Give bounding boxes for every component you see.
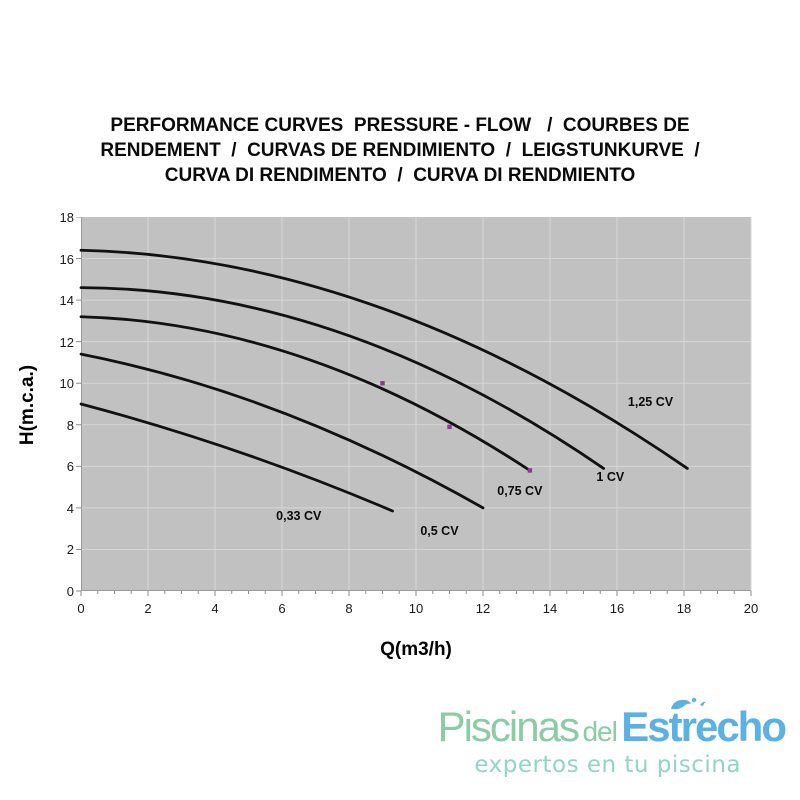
logo-text-del: del	[582, 716, 617, 747]
x-tick-label: 6	[278, 601, 286, 616]
operating-point-marker	[447, 424, 452, 430]
chart-canvas	[76, 217, 752, 596]
y-tick-label: 10	[59, 376, 74, 392]
x-tick-label: 4	[211, 601, 219, 616]
chart-title: PERFORMANCE CURVES PRESSURE - FLOW / COU…	[0, 113, 800, 188]
y-tick-label: 18	[59, 210, 74, 225]
chart-title-line-2: RENDEMENT / CURVAS DE RENDIMIENTO / LEIG…	[100, 140, 700, 161]
logo-text-estrecho: Estrecho	[621, 703, 787, 750]
pump-curve-1-25-CV	[79, 248, 689, 470]
x-tick-label: 14	[542, 601, 558, 616]
x-tick-label: 20	[743, 601, 759, 616]
y-axis-title: H(m.c.a.)	[17, 364, 38, 446]
x-tick-label: 18	[676, 601, 692, 616]
pump-curve-0-75-CV	[79, 315, 532, 472]
operating-point-marker	[527, 468, 533, 473]
operating-point-marker	[380, 381, 385, 386]
y-tick-label: 14	[59, 293, 74, 309]
logo-tagline: expertos en tu piscina	[474, 752, 741, 778]
x-tick-label: 12	[475, 601, 491, 616]
x-tick-label: 0	[77, 601, 85, 616]
pump-curve-0-33-CV	[79, 402, 394, 513]
x-tick-label: 2	[144, 601, 152, 616]
y-tick-label: 2	[66, 542, 74, 558]
brand-logo: Piscinas del Estrecho expertos en tu pis…	[437, 697, 787, 778]
y-tick-label: 4	[66, 500, 74, 516]
splash-icon	[671, 697, 706, 710]
x-tick-label: 8	[345, 601, 353, 616]
logo-text-piscinas: Piscinas	[437, 703, 580, 750]
chart-title-line-1: PERFORMANCE CURVES PRESSURE - FLOW / COU…	[110, 115, 690, 136]
x-tick-label: 16	[609, 601, 625, 616]
pump-curve-1-CV	[79, 286, 605, 470]
y-tick-label: 8	[66, 417, 74, 433]
pump-curve-0-5-CV	[79, 352, 485, 510]
y-tick-label: 16	[59, 251, 74, 267]
y-tick-label: 0	[66, 584, 74, 599]
x-tick-label: 10	[408, 601, 424, 616]
y-tick-label: 6	[66, 459, 74, 475]
chart-title-line-3: CURVA DI RENDIMENTO / CURVA DI RENDMIENT…	[164, 165, 636, 186]
x-axis-title: Q(m3/h)	[380, 639, 452, 660]
brand-logo-wordmark: Piscinas del Estrecho	[437, 697, 787, 750]
y-tick-label: 12	[59, 334, 74, 350]
